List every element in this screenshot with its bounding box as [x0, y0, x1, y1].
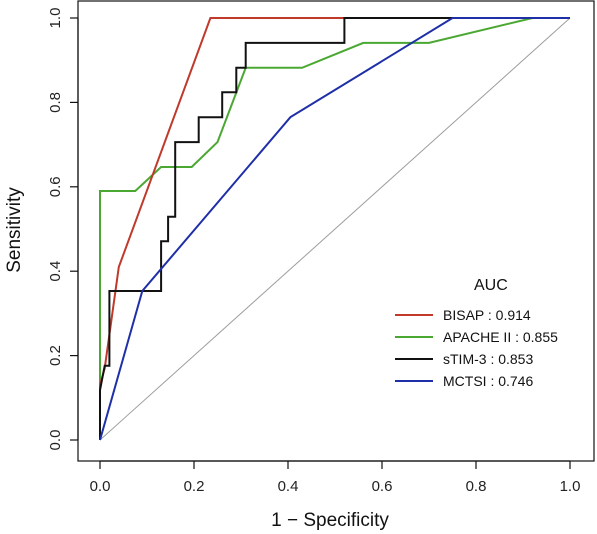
legend-label-1: APACHE II : 0.855	[443, 329, 558, 345]
y-tick-label-3: 0.6	[47, 176, 64, 197]
x-tick-label-4: 0.8	[466, 478, 487, 495]
y-tick-label-4: 0.8	[47, 92, 64, 113]
legend: AUC BISAP : 0.914 APACHE II : 0.855 sTIM-3…	[395, 277, 558, 389]
legend-label-0: BISAP : 0.914	[443, 307, 531, 323]
legend-label-2: sTIM-3 : 0.853	[443, 351, 533, 367]
x-tick-label-2: 0.4	[278, 478, 299, 495]
plot-frame	[77, 0, 595, 462]
legend-title: AUC	[474, 277, 508, 294]
reference-diagonal	[99, 17, 571, 441]
x-tick-label-1: 0.2	[184, 478, 205, 495]
x-axis-title: 1 − Specificity	[271, 510, 389, 531]
x-tick-label-5: 1.0	[560, 478, 581, 495]
series-line-3	[99, 17, 570, 441]
series-layer	[99, 17, 570, 441]
y-axis-title: Sensitivity	[4, 187, 25, 273]
x-axis: 0.0 0.2 0.4 0.6 0.8 1.0	[90, 460, 581, 495]
legend-label-3: MCTSI : 0.746	[443, 373, 533, 389]
y-tick-label-0: 0.0	[47, 430, 64, 451]
y-tick-label-2: 0.4	[47, 261, 64, 282]
x-tick-label-3: 0.6	[372, 478, 393, 495]
series-line-2	[99, 17, 570, 440]
y-tick-label-5: 1.0	[47, 8, 64, 29]
y-axis: 0.0 0.2 0.4 0.6 0.8 1.0	[47, 8, 79, 451]
reference-layer	[99, 17, 571, 441]
y-tick-label-1: 0.2	[47, 345, 64, 366]
series-line-0	[99, 17, 570, 440]
x-tick-label-0: 0.0	[90, 478, 111, 495]
